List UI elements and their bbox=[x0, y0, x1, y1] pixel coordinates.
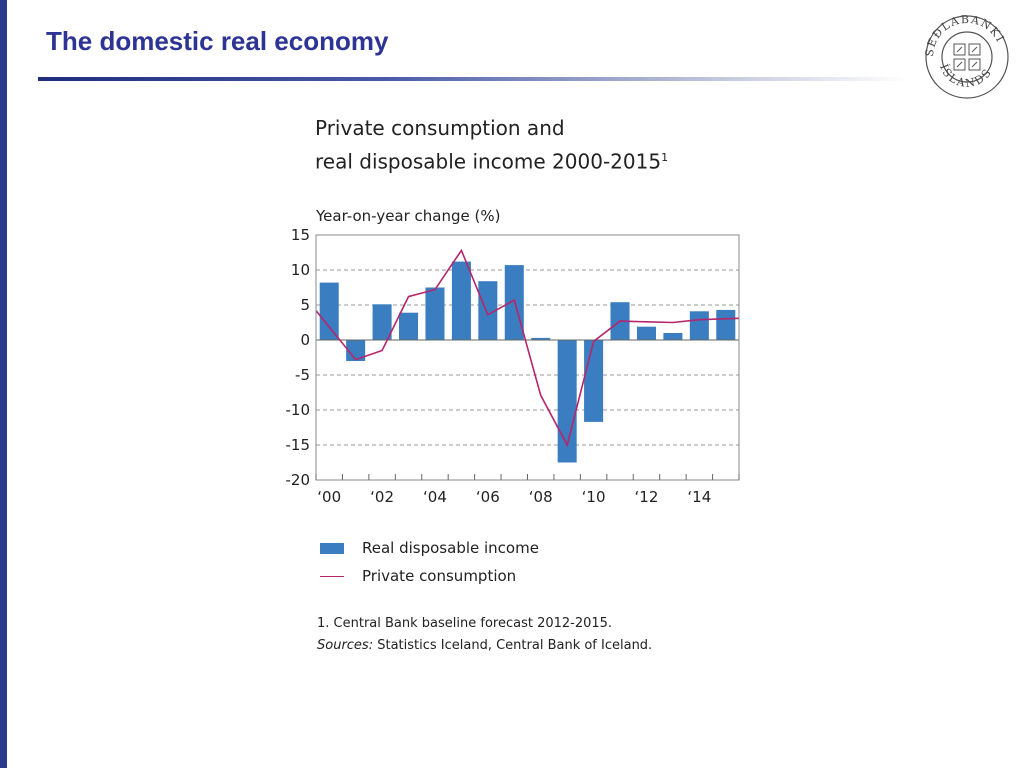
x-tick-label: ‘00 bbox=[317, 488, 341, 506]
bar bbox=[346, 340, 366, 361]
title-underline bbox=[38, 77, 908, 81]
chart-notes: 1. Central Bank baseline forecast 2012-2… bbox=[317, 613, 652, 657]
bar bbox=[531, 337, 551, 340]
y-tick-label: -20 bbox=[286, 471, 311, 489]
bar bbox=[584, 340, 604, 422]
x-tick-label: ‘14 bbox=[687, 488, 711, 506]
footnote-mark: 1 bbox=[661, 151, 669, 164]
y-tick-label: -15 bbox=[286, 436, 311, 454]
sources-text: Statistics Iceland, Central Bank of Icel… bbox=[373, 638, 653, 653]
legend-label-income: Real disposable income bbox=[362, 539, 539, 557]
bar bbox=[372, 304, 392, 340]
bar bbox=[636, 326, 656, 340]
footnote: 1. Central Bank baseline forecast 2012-2… bbox=[317, 616, 613, 631]
y-tick-label: 15 bbox=[291, 226, 310, 244]
slide-title: The domestic real economy bbox=[46, 26, 389, 56]
chart-title: Private consumption and real disposable … bbox=[315, 114, 668, 177]
x-tick-label: ‘02 bbox=[370, 488, 394, 506]
chart-plot: 15 10 5 0 -5 -10 -15 -20 ‘00 ‘02 ‘04 ‘06 ‘08 ‘10 ‘12 ‘1… bbox=[286, 226, 740, 506]
sources: Sources: Statistics Iceland, Central Ban… bbox=[317, 635, 652, 657]
chart-title-line2: real disposable income 2000-20151 bbox=[315, 143, 668, 177]
y-tick-label: -5 bbox=[295, 366, 310, 384]
bar bbox=[425, 287, 445, 340]
y-tick-label: 10 bbox=[291, 261, 310, 279]
x-tick-label: ‘04 bbox=[423, 488, 447, 506]
legend-swatch-line bbox=[320, 575, 344, 577]
left-accent-bar bbox=[0, 0, 7, 768]
bar bbox=[319, 282, 339, 340]
plot-frame bbox=[315, 234, 740, 481]
x-tick-label: ‘12 bbox=[635, 488, 659, 506]
svg-text:ÍSLANDS: ÍSLANDS bbox=[937, 62, 995, 90]
central-bank-seal-logo: SEÐLABANKI ÍSLANDS bbox=[924, 14, 1009, 99]
chart-title-line2-text: real disposable income 2000-2015 bbox=[315, 149, 662, 174]
legend-swatch-bar bbox=[320, 542, 344, 554]
legend-label-consumption: Private consumption bbox=[362, 567, 517, 585]
consumption-line bbox=[315, 248, 740, 448]
bar bbox=[716, 309, 736, 340]
bar bbox=[689, 311, 709, 340]
legend-item-consumption: Private consumption bbox=[320, 562, 539, 590]
svg-text:SEÐLABANKI: SEÐLABANKI bbox=[924, 14, 1007, 57]
sources-label: Sources: bbox=[317, 638, 374, 653]
bar bbox=[451, 261, 471, 340]
bar bbox=[557, 340, 577, 463]
legend-item-income: Real disposable income bbox=[320, 534, 539, 562]
x-tick-label: ‘08 bbox=[529, 488, 553, 506]
y-tick-label: -10 bbox=[286, 401, 311, 419]
x-tick-label: ‘06 bbox=[476, 488, 500, 506]
chart-legend: Real disposable income Private consumpti… bbox=[320, 534, 539, 590]
bar bbox=[663, 333, 683, 340]
bar bbox=[399, 312, 419, 340]
x-tick-label: ‘10 bbox=[582, 488, 606, 506]
chart-title-line1: Private consumption and bbox=[315, 116, 565, 140]
y-tick-label: 5 bbox=[300, 296, 310, 314]
y-axis-label: Year-on-year change (%) bbox=[316, 207, 501, 225]
y-tick-label: 0 bbox=[300, 331, 310, 349]
bar bbox=[478, 281, 498, 340]
